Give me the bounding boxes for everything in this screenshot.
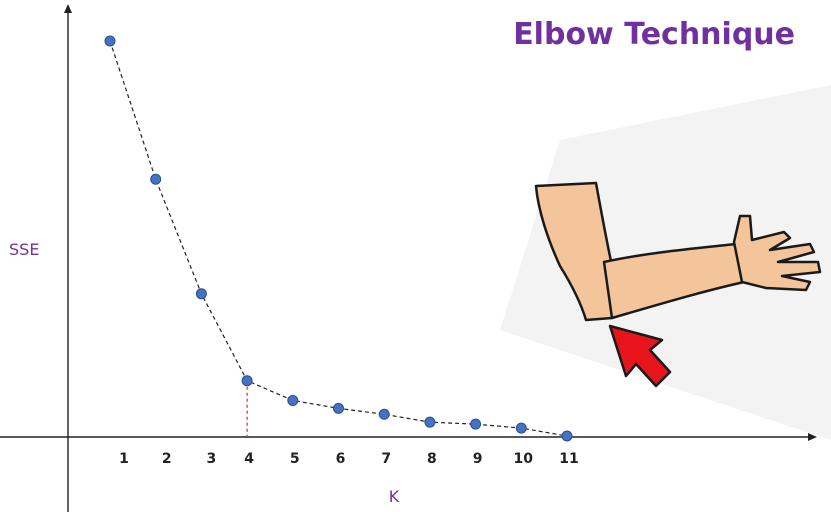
data-point-k5: [287, 394, 299, 406]
elbow-arm-illustration: [500, 85, 831, 440]
data-point-k4: [241, 375, 253, 387]
x-tick-label-10: 10: [514, 451, 534, 467]
x-tick-label-1: 1: [119, 451, 129, 467]
x-tick-label-4: 4: [244, 451, 254, 467]
x-tick-label-5: 5: [290, 451, 300, 467]
x-tick-label-11: 11: [559, 451, 578, 467]
red-arrow-icon: [608, 324, 672, 388]
data-point-k3: [195, 288, 207, 300]
x-tick-label-2: 2: [162, 451, 172, 467]
x-tick-label-3: 3: [207, 451, 217, 467]
x-tick-label-9: 9: [473, 451, 483, 467]
x-tick-label-8: 8: [427, 451, 437, 467]
data-point-k10: [515, 422, 527, 434]
x-axis-label: K: [389, 487, 400, 506]
sse-series-line: [109, 40, 568, 437]
x-tick-label-6: 6: [336, 451, 346, 467]
chart-title: Elbow Technique: [513, 17, 795, 52]
data-point-k11: [561, 430, 573, 442]
data-point-k1: [104, 35, 116, 47]
data-point-k6: [333, 402, 344, 414]
y-axis-label: SSE: [9, 240, 39, 259]
data-point-k7: [378, 408, 390, 420]
x-tick-label-7: 7: [381, 451, 391, 467]
data-point-k8: [424, 416, 436, 428]
data-point-k2: [150, 173, 162, 185]
data-point-k9: [470, 418, 482, 430]
